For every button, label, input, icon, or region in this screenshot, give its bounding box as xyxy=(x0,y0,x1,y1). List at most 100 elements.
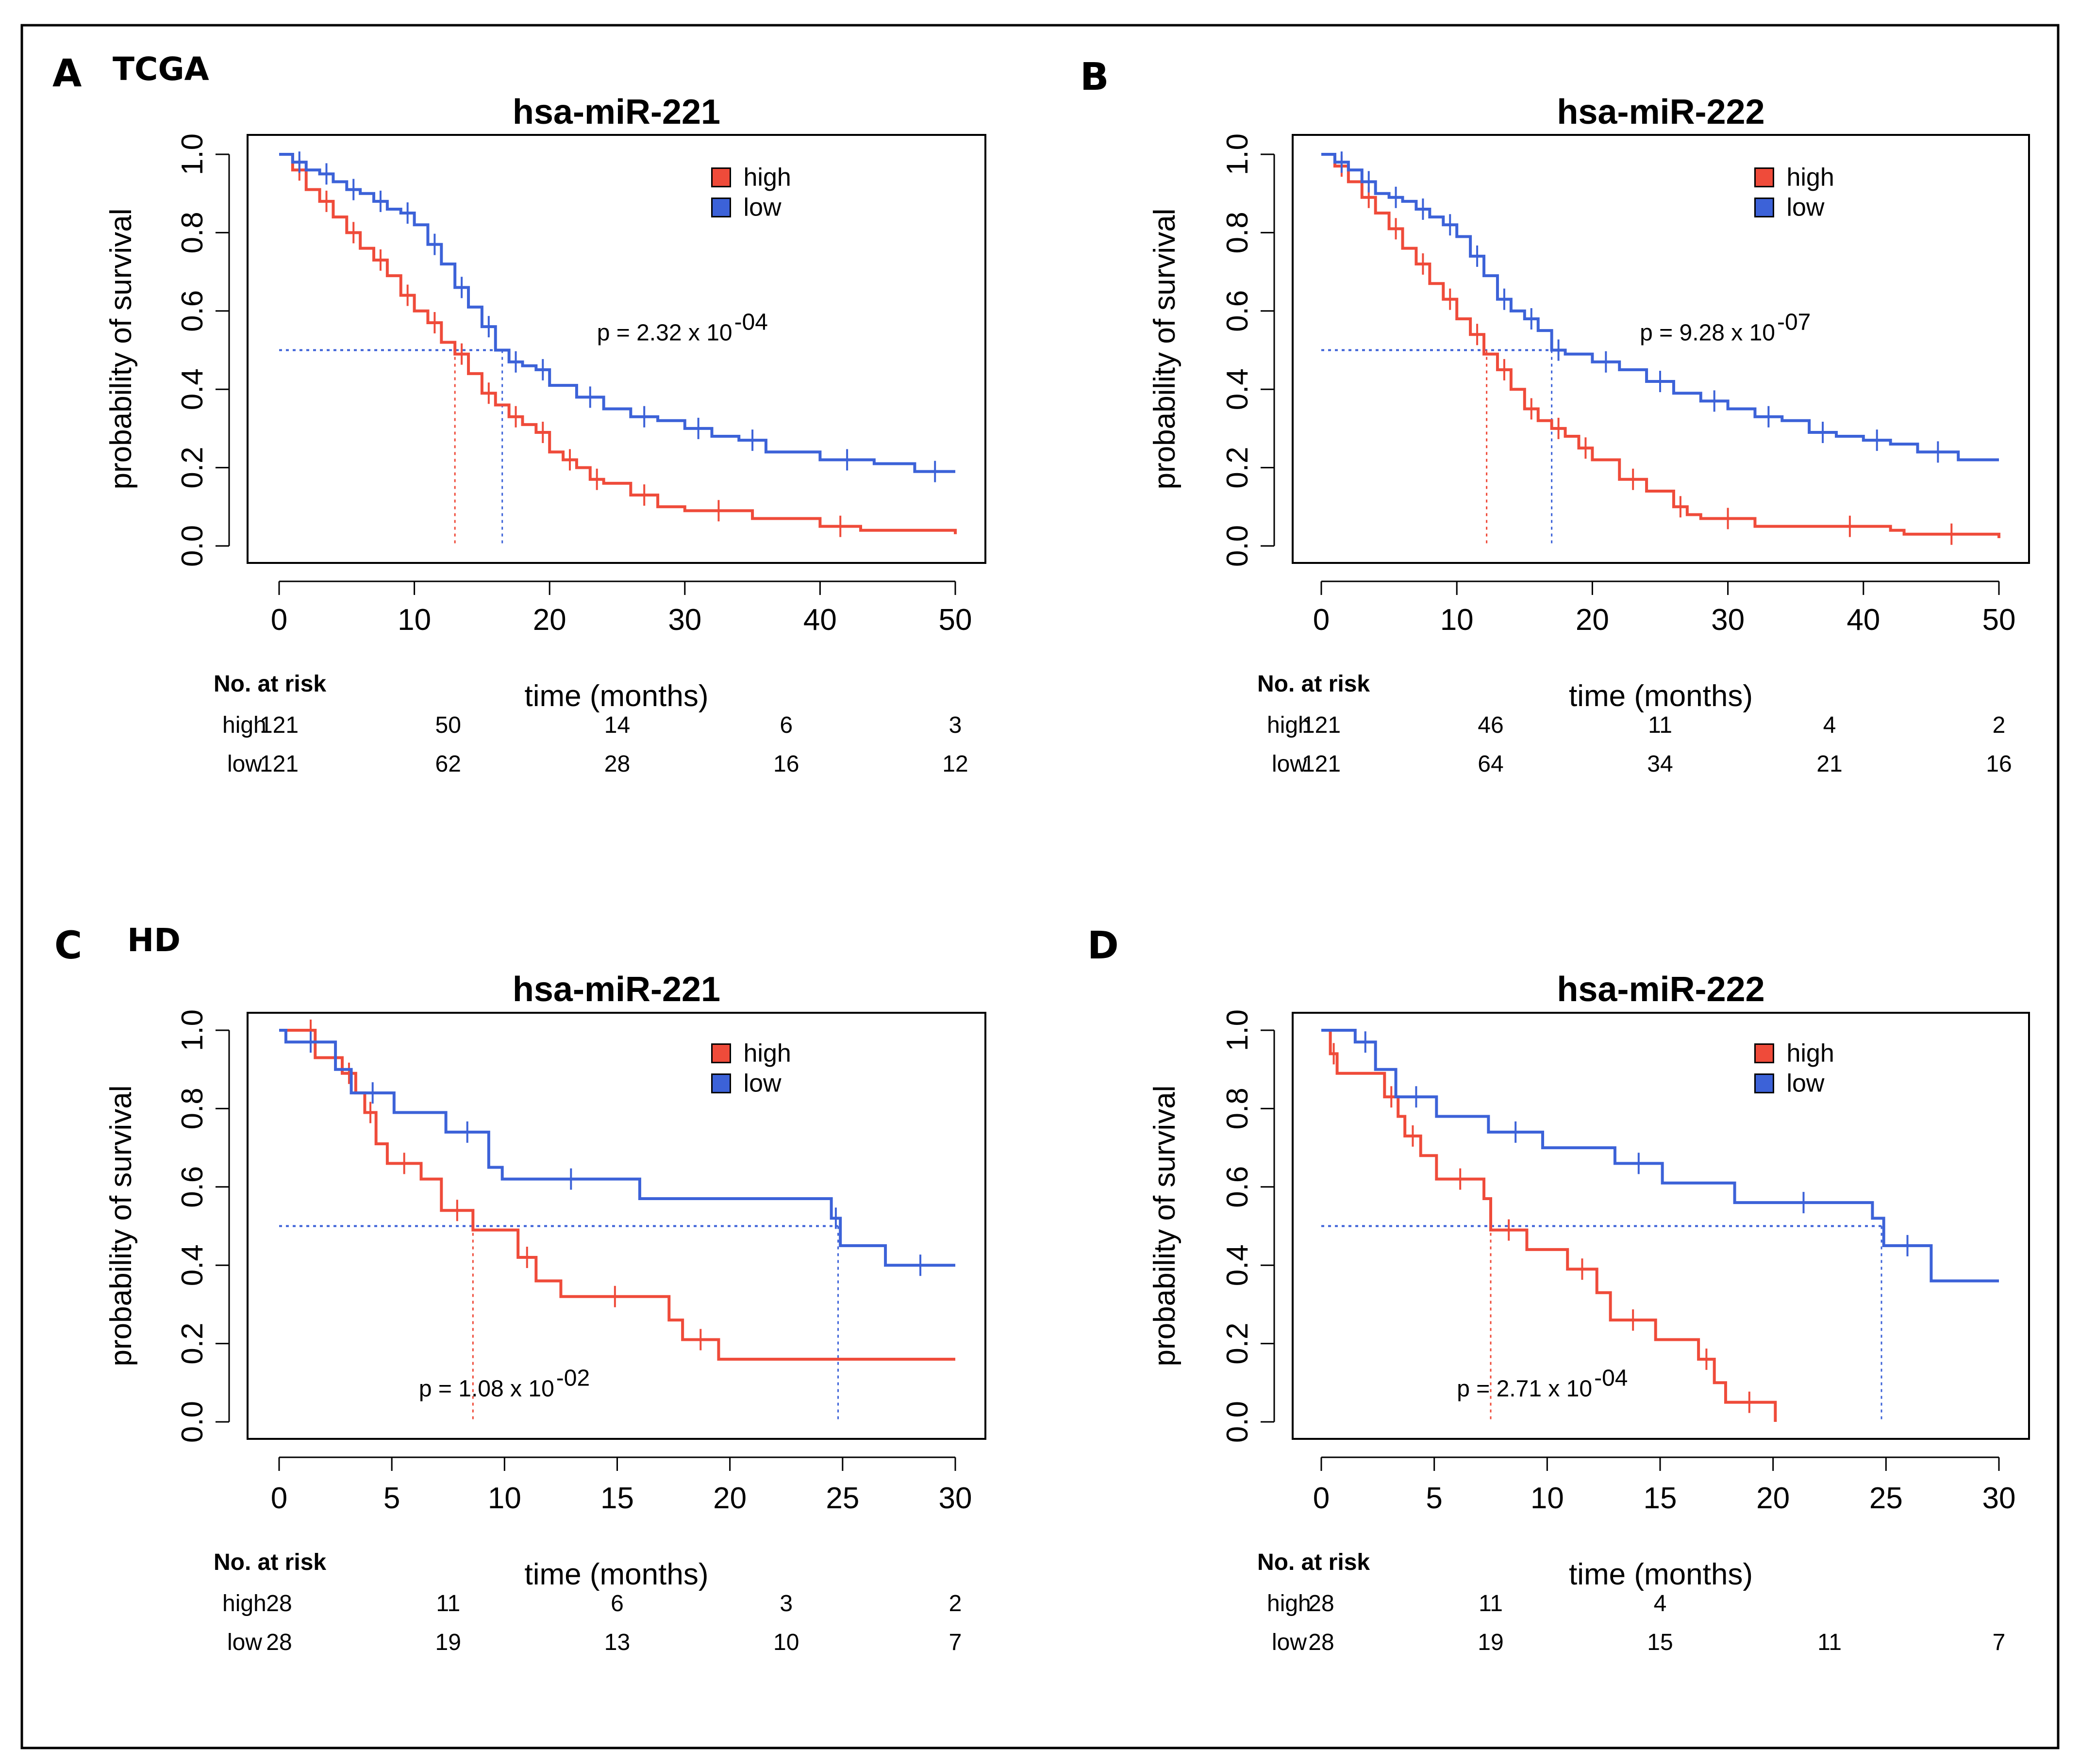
y-axis-title: probability of survival xyxy=(1148,209,1181,490)
legend-label-low: low xyxy=(1786,1070,1824,1098)
risk-row-label-low: low xyxy=(1272,751,1307,777)
risk-row-label-high: high xyxy=(222,1591,266,1616)
risk-value: 28 xyxy=(1308,1591,1334,1616)
y-tick-label: 0.2 xyxy=(176,446,209,488)
x-tick-label: 20 xyxy=(713,1482,747,1515)
risk-value: 12 xyxy=(942,751,968,777)
panel-letter: D xyxy=(1087,924,1119,968)
legend-swatch-high xyxy=(711,167,732,188)
y-tick-label: 0.8 xyxy=(1221,1088,1254,1129)
y-tick-label: 0.6 xyxy=(1221,1166,1254,1208)
plot-frame xyxy=(247,134,986,564)
legend-label-high: high xyxy=(1786,1039,1834,1068)
x-tick-label: 30 xyxy=(1982,1482,2016,1515)
y-tick-label: 0.6 xyxy=(176,1166,209,1208)
risk-row-label-high: high xyxy=(222,712,266,738)
risk-value: 16 xyxy=(773,751,799,777)
risk-value: 3 xyxy=(780,1591,793,1616)
risk-table-title: No. at risk xyxy=(214,671,326,697)
y-tick-label: 1.0 xyxy=(1221,1009,1254,1051)
p-value-exponent: -02 xyxy=(556,1366,590,1391)
risk-value: 2 xyxy=(949,1591,962,1616)
survival-curve-low xyxy=(1321,1029,1999,1283)
risk-value: 11 xyxy=(1648,712,1672,738)
risk-value: 7 xyxy=(949,1630,962,1655)
y-axis-title: probability of survival xyxy=(1148,1086,1181,1367)
risk-table-title: No. at risk xyxy=(1257,671,1370,697)
risk-value: 19 xyxy=(1478,1630,1503,1655)
risk-value: 11 xyxy=(1817,1630,1842,1655)
risk-value: 3 xyxy=(949,712,962,738)
legend-swatch-low xyxy=(1754,198,1774,218)
x-tick-label: 0 xyxy=(271,603,287,637)
p-value-text: p = 2.71 x 10 xyxy=(1457,1376,1592,1402)
risk-value: 10 xyxy=(773,1630,799,1655)
x-tick-label: 30 xyxy=(939,1482,972,1515)
legend-label-high: high xyxy=(744,164,791,192)
risk-row-label-low: low xyxy=(227,1630,262,1655)
y-tick-label: 0.4 xyxy=(176,368,209,410)
x-tick-label: 10 xyxy=(398,603,431,637)
x-tick-label: 50 xyxy=(1982,603,2016,637)
legend-swatch-high xyxy=(1754,167,1774,188)
risk-value: 121 xyxy=(1302,751,1341,777)
risk-table-title: No. at risk xyxy=(214,1550,326,1575)
risk-value: 19 xyxy=(435,1630,461,1655)
panel-letter: A xyxy=(52,52,82,96)
x-tick-label: 40 xyxy=(1847,603,1880,637)
x-tick-label: 20 xyxy=(533,603,566,637)
risk-value: 28 xyxy=(1308,1630,1334,1655)
y-tick-label: 0.2 xyxy=(176,1322,209,1364)
survival-curve-high xyxy=(279,153,957,534)
plot-frame xyxy=(247,1012,986,1440)
survival-curve-low xyxy=(279,1029,955,1267)
risk-value: 28 xyxy=(604,751,630,777)
survival-curve-high xyxy=(1321,153,2000,538)
legend-swatch-high xyxy=(711,1043,732,1064)
x-tick-label: 5 xyxy=(383,1482,400,1515)
risk-value: 2 xyxy=(1993,712,2006,738)
risk-value: 121 xyxy=(260,712,299,738)
y-axis-title: probability of survival xyxy=(104,209,138,490)
p-value-exponent: -04 xyxy=(1594,1366,1628,1391)
y-tick-label: 0.0 xyxy=(176,525,209,567)
group-label: TCGA xyxy=(113,50,209,88)
x-tick-label: 10 xyxy=(1531,1482,1564,1515)
x-tick-label: 15 xyxy=(1644,1482,1677,1515)
x-axis-title: time (months) xyxy=(1569,1558,1753,1591)
risk-value: 28 xyxy=(266,1591,292,1616)
y-tick-label: 0.6 xyxy=(1221,290,1254,332)
figure-frame xyxy=(20,24,2060,1749)
survival-curve-high xyxy=(279,1029,955,1361)
chart-title: hsa-miR-222 xyxy=(1557,970,1764,1009)
panel-c: C HD hsa-miR-221 0 5 10 15 20 25 30 0.0 0.2 0.4 0.6 0.… xyxy=(54,922,986,1655)
y-tick-label: 0.0 xyxy=(1221,1401,1254,1443)
x-tick-label: 40 xyxy=(803,603,837,637)
plot-frame xyxy=(1292,1012,2030,1440)
y-tick-label: 0.4 xyxy=(1221,368,1254,410)
legend-label-low: low xyxy=(744,194,782,222)
legend-swatch-low xyxy=(711,198,732,218)
panel-letter: B xyxy=(1080,55,1109,99)
y-axis-title: probability of survival xyxy=(104,1086,138,1367)
x-axis-title: time (months) xyxy=(1569,679,1753,713)
y-tick-label: 0.8 xyxy=(1221,212,1254,253)
p-value-text: p = 1.08 x 10 xyxy=(419,1376,554,1402)
risk-value: 6 xyxy=(611,1591,624,1616)
risk-value: 34 xyxy=(1647,751,1673,777)
y-tick-label: 0.2 xyxy=(1221,1322,1254,1364)
p-value-exponent: -04 xyxy=(734,310,768,335)
panel-a: A TCGA hsa-miR-221 0 10 20 30 40 50 0.0 0.2 0.4 0.6 0… xyxy=(52,50,986,777)
y-tick-label: 0.2 xyxy=(1221,446,1254,488)
y-tick-label: 0.8 xyxy=(176,212,209,253)
risk-value: 62 xyxy=(435,751,461,777)
legend-swatch-low xyxy=(711,1073,732,1094)
x-axis-title: time (months) xyxy=(525,1558,709,1591)
x-tick-label: 0 xyxy=(1313,1482,1330,1515)
chart-title: hsa-miR-222 xyxy=(1557,93,1764,132)
p-value-text: p = 9.28 x 10 xyxy=(1640,320,1775,346)
risk-row-label-low: low xyxy=(227,751,262,777)
x-tick-label: 20 xyxy=(1576,603,1609,637)
